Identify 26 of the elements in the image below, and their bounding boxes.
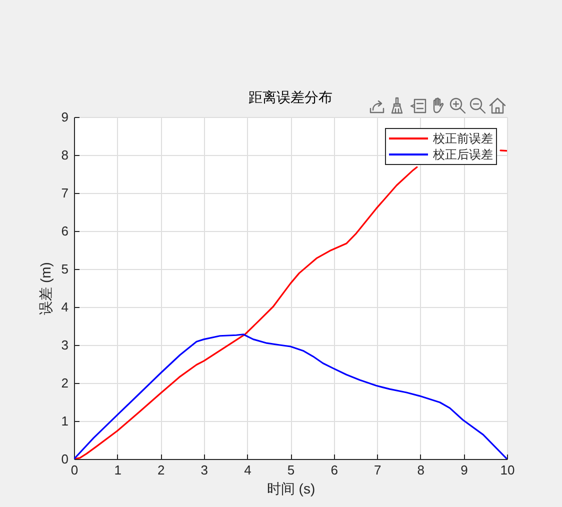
x-tick-label: 10 (500, 462, 515, 478)
y-tick-label: 7 (61, 186, 68, 200)
y-tick-label: 1 (61, 414, 68, 428)
x-tick-label: 1 (114, 462, 122, 478)
x-tick-label: 4 (244, 462, 252, 478)
x-tick-label: 9 (460, 462, 468, 478)
y-tick-label: 0 (61, 452, 68, 466)
y-tick-label: 3 (61, 338, 68, 352)
x-axis-title: 时间 (s) (266, 480, 316, 496)
x-tick-label: 2 (157, 462, 165, 478)
legend-label: 校正前误差 (432, 132, 493, 146)
x-tick-label: 6 (330, 462, 338, 478)
y-tick-label: 2 (61, 376, 68, 390)
x-tick-label: 5 (287, 462, 295, 478)
x-tick-label: 3 (200, 462, 208, 478)
legend-label: 校正后误差 (432, 148, 493, 162)
y-axis-title: 误差 (m) (37, 262, 54, 315)
y-tick-label: 9 (61, 110, 68, 124)
x-tick-label: 0 (70, 462, 78, 478)
chart-title: 距离误差分布 (248, 89, 332, 105)
x-tick-label: 8 (417, 462, 425, 478)
y-tick-label: 6 (61, 224, 68, 238)
x-tick-label: 7 (374, 462, 382, 478)
y-tick-label: 4 (61, 300, 68, 314)
y-tick-label: 8 (61, 148, 68, 162)
y-tick-label: 5 (61, 262, 68, 276)
